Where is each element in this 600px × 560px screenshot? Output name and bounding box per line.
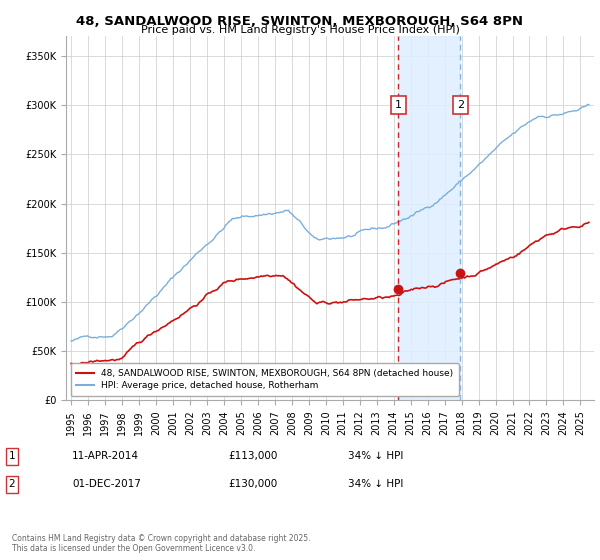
Text: 34% ↓ HPI: 34% ↓ HPI (348, 479, 403, 489)
Bar (398, 36, 460, 400)
Text: 48, SANDALWOOD RISE, SWINTON, MEXBOROUGH, S64 8PN: 48, SANDALWOOD RISE, SWINTON, MEXBOROUGH… (77, 15, 523, 27)
Text: Price paid vs. HM Land Registry's House Price Index (HPI): Price paid vs. HM Land Registry's House … (140, 25, 460, 35)
Text: 2: 2 (8, 479, 16, 489)
Text: 34% ↓ HPI: 34% ↓ HPI (348, 451, 403, 461)
Text: 2: 2 (457, 100, 464, 110)
Text: 1: 1 (8, 451, 16, 461)
Text: £130,000: £130,000 (228, 479, 277, 489)
Text: Contains HM Land Registry data © Crown copyright and database right 2025.
This d: Contains HM Land Registry data © Crown c… (12, 534, 311, 553)
Text: 1: 1 (395, 100, 402, 110)
Text: 11-APR-2014: 11-APR-2014 (72, 451, 139, 461)
Text: 01-DEC-2017: 01-DEC-2017 (72, 479, 141, 489)
Legend: 48, SANDALWOOD RISE, SWINTON, MEXBOROUGH, S64 8PN (detached house), HPI: Average: 48, SANDALWOOD RISE, SWINTON, MEXBOROUGH… (71, 363, 459, 396)
Text: £113,000: £113,000 (228, 451, 277, 461)
